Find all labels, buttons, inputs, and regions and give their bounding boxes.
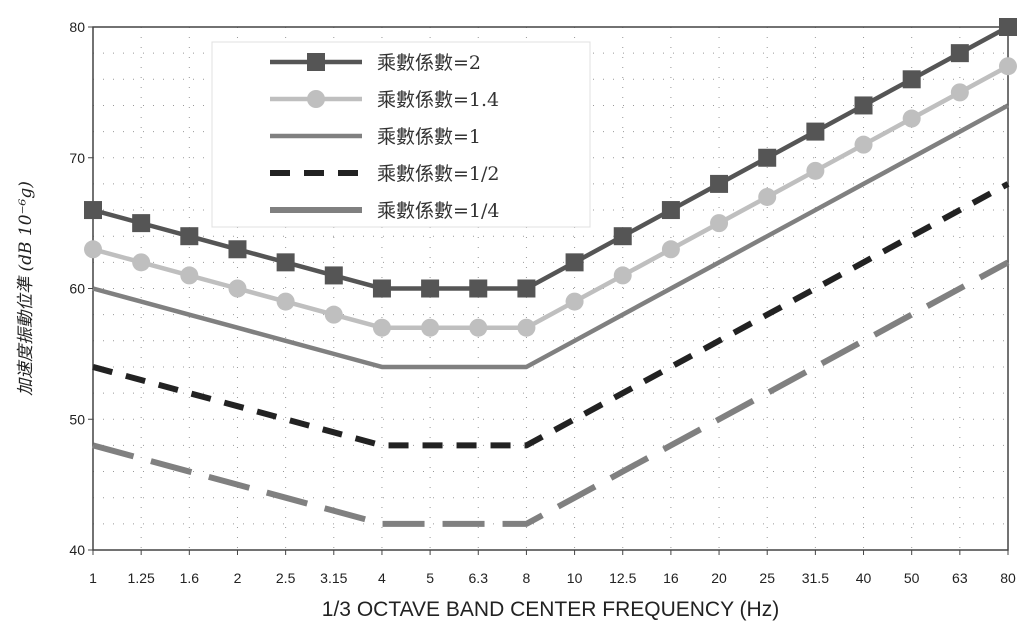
x-tick-label: 16 [663, 570, 679, 586]
x-tick-label: 8 [523, 570, 531, 586]
x-tick-label: 63 [952, 570, 968, 586]
data-point [469, 318, 488, 337]
data-point [517, 318, 536, 337]
data-point [517, 279, 536, 298]
series-2 [84, 57, 1017, 337]
x-tick-label: 12.5 [609, 570, 636, 586]
y-tick-label: 50 [69, 411, 85, 427]
data-point [469, 279, 488, 298]
data-point [902, 109, 921, 128]
data-point [180, 266, 199, 285]
data-point [421, 318, 440, 337]
x-tick-label: 1 [89, 570, 97, 586]
series-line [92, 259, 1010, 527]
legend-item-1: 乘數係數=2 [270, 52, 481, 74]
data-point [661, 240, 680, 259]
y-tick-label: 60 [69, 281, 85, 297]
data-point [999, 57, 1017, 76]
x-tick-label: 6.3 [469, 570, 489, 586]
data-point [661, 201, 680, 220]
legend-label: 乘數係數=1.4 [377, 89, 499, 111]
x-tick-label: 20 [711, 570, 727, 586]
data-point [854, 96, 873, 115]
x-tick-label: 10 [567, 570, 583, 586]
data-point [421, 279, 440, 298]
x-tick-label: 1.6 [180, 570, 200, 586]
data-point [565, 253, 584, 272]
series-4 [92, 181, 1010, 449]
data-point [228, 240, 247, 259]
x-axis-ticks: 1 1.25 1.6 2 2.5 3.15 4 5 6.3 8 10 12.5 16 20 25 31.5 40… [89, 550, 1016, 586]
x-tick-label: 25 [759, 570, 775, 586]
data-point [613, 266, 632, 285]
data-point [180, 227, 199, 246]
x-tick-label: 2 [234, 570, 242, 586]
y-tick-label: 70 [69, 150, 85, 166]
data-point [950, 44, 969, 63]
x-tick-label: 1.25 [128, 570, 155, 586]
data-point [710, 214, 729, 233]
x-tick-label: 3.15 [320, 570, 347, 586]
data-point [806, 161, 825, 180]
y-axis-label: 加速度振動位準 (dB 10⁻⁶g) [16, 181, 36, 396]
legend-label: 乘數係數=1 [377, 126, 481, 148]
series-line [92, 181, 1010, 449]
legend-marker [307, 53, 325, 71]
data-point [372, 318, 391, 337]
data-point [806, 122, 825, 141]
x-tick-label: 80 [1000, 570, 1016, 586]
data-point [276, 292, 295, 311]
y-tick-label: 80 [69, 19, 85, 35]
data-point [228, 279, 247, 298]
x-axis-label: 1/3 OCTAVE BAND CENTER FREQUENCY (Hz) [322, 598, 779, 621]
data-point [324, 305, 343, 324]
y-tick-label: 40 [69, 542, 85, 558]
legend-marker [307, 90, 325, 108]
data-point [902, 70, 921, 89]
x-tick-label: 2.5 [276, 570, 296, 586]
y-axis-ticks: 40 50 60 70 80 [69, 19, 93, 558]
series-5 [92, 259, 1010, 527]
data-point [950, 83, 969, 102]
x-tick-label: 31.5 [802, 570, 829, 586]
x-tick-label: 40 [856, 570, 872, 586]
data-point [999, 18, 1017, 36]
legend: 乘數係數=2 乘數係數=1.4 乘數係數=1 乘數係數=1/2 乘數係數=1/4 [211, 41, 591, 228]
data-point [132, 253, 151, 272]
legend-label: 乘數係數=2 [377, 52, 481, 74]
series-group [84, 18, 1017, 527]
data-point [613, 227, 632, 246]
legend-item-5: 乘數係數=1/4 [270, 200, 500, 222]
series-3 [92, 103, 1010, 370]
data-point [854, 135, 873, 154]
legend-label: 乘數係數=1/4 [377, 200, 500, 222]
series-1 [84, 18, 1017, 298]
legend-item-2: 乘數係數=1.4 [270, 89, 499, 111]
data-point [372, 279, 391, 298]
data-point [324, 266, 343, 285]
data-point [84, 201, 102, 220]
data-point [758, 187, 777, 206]
data-point [132, 214, 151, 233]
x-tick-label: 4 [378, 570, 386, 586]
data-point [710, 174, 729, 193]
data-point [758, 148, 777, 167]
x-tick-label: 5 [426, 570, 434, 586]
data-point [84, 240, 102, 259]
legend-item-4: 乘數係數=1/2 [270, 163, 500, 185]
legend-item-3: 乘數係數=1 [270, 126, 481, 148]
series-line [92, 103, 1010, 370]
data-point [565, 292, 584, 311]
data-point [276, 253, 295, 272]
x-tick-label: 50 [904, 570, 920, 586]
legend-label: 乘數係數=1/2 [377, 163, 500, 185]
